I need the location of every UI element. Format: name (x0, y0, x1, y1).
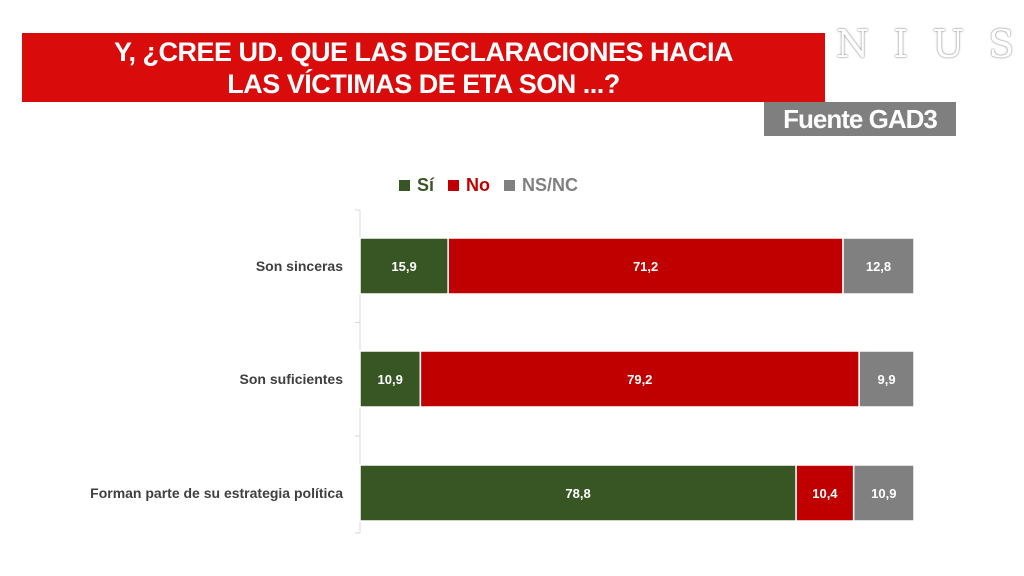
legend-label-si: Sí (417, 175, 435, 195)
bar-segment-no (419, 350, 860, 408)
category-label: Son suficientes (240, 371, 344, 387)
legend-swatch-si (399, 180, 410, 191)
title-line-2: LAS VÍCTIMAS DE ETA SON ...? (227, 68, 620, 99)
data-label: 12,8 (866, 259, 891, 274)
bar-segment-si (359, 464, 797, 522)
data-label: 10,4 (812, 486, 838, 501)
data-label: 10,9 (378, 372, 403, 387)
nius-logo: NIUS (836, 22, 1024, 66)
category-label: Forman parte de su estrategia política (90, 485, 343, 501)
bar-segment-nsnc (852, 464, 915, 522)
bar-segment-nsnc (842, 237, 915, 295)
chart-title: Y, ¿CREE UD. QUE LAS DECLARACIONES HACIA… (22, 33, 825, 102)
data-label: 15,9 (391, 259, 416, 274)
bar-segment-no (795, 464, 855, 522)
data-label: 78,8 (565, 486, 590, 501)
legend-item-nsnc: NS/NC (504, 175, 578, 196)
legend-swatch-no (448, 180, 460, 191)
bar-segment-nsnc (858, 350, 915, 408)
legend-swatch-nsnc (504, 180, 516, 191)
data-label: 9,9 (878, 372, 896, 387)
legend-label-no: No (466, 175, 491, 195)
source-label: Fuente GAD3 (764, 102, 956, 136)
category-label: Son sinceras (256, 258, 343, 274)
data-label: 71,2 (633, 259, 658, 274)
bar-segment-si (359, 350, 422, 408)
legend-item-si: Sí (399, 175, 434, 196)
title-line-1: Y, ¿CREE UD. QUE LAS DECLARACIONES HACIA (113, 36, 734, 67)
legend-label-nsnc: NS/NC (522, 175, 579, 195)
bar-segment-no (447, 237, 844, 295)
legend: Sí No NS/NC (399, 175, 578, 196)
data-label: 10,9 (871, 486, 896, 501)
data-label: 79,2 (627, 372, 652, 387)
legend-item-no: No (448, 175, 490, 196)
